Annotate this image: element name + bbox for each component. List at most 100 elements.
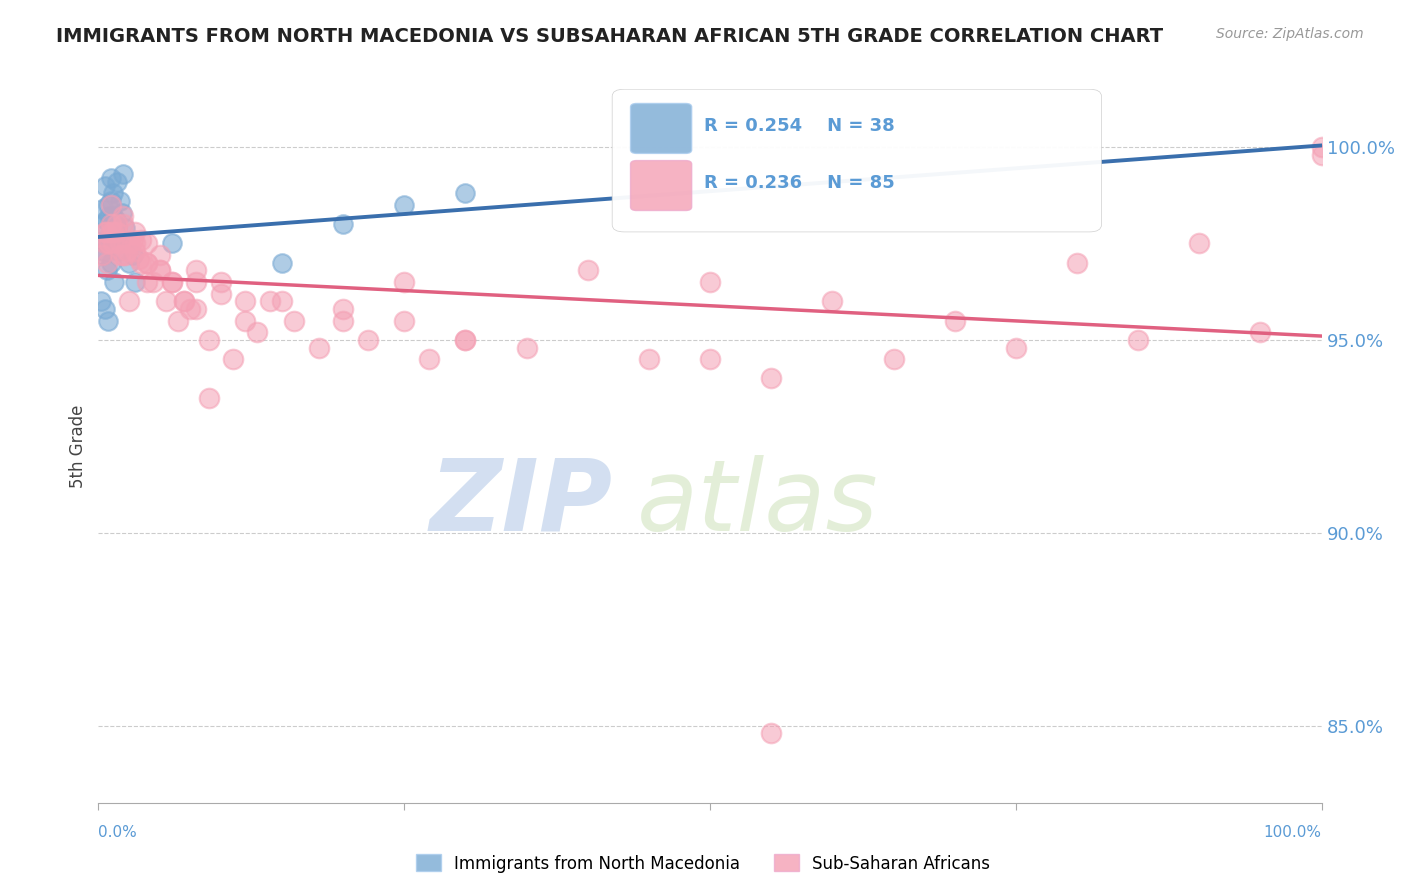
- Point: [259, 294, 281, 309]
- Point: [392, 313, 416, 327]
- Point: [1310, 148, 1333, 162]
- Point: [197, 391, 219, 405]
- Point: [97, 198, 120, 212]
- Point: [114, 248, 136, 262]
- Point: [136, 256, 159, 270]
- Point: [454, 186, 477, 201]
- Point: [167, 313, 190, 327]
- Point: [124, 275, 146, 289]
- Point: [699, 352, 721, 367]
- Point: [1250, 325, 1272, 339]
- Point: [155, 294, 177, 309]
- Point: [93, 178, 115, 193]
- Point: [186, 301, 208, 316]
- Point: [115, 244, 138, 259]
- Point: [96, 263, 118, 277]
- Point: [103, 275, 125, 289]
- Point: [91, 244, 114, 259]
- Point: [124, 236, 146, 251]
- Point: [392, 198, 416, 212]
- Point: [454, 333, 477, 347]
- Text: R = 0.236    N = 85: R = 0.236 N = 85: [704, 175, 894, 193]
- Point: [270, 256, 294, 270]
- Point: [160, 275, 183, 289]
- Point: [118, 294, 141, 309]
- Point: [637, 352, 661, 367]
- FancyBboxPatch shape: [630, 161, 692, 211]
- Point: [699, 275, 721, 289]
- Point: [94, 213, 117, 227]
- Point: [246, 325, 269, 339]
- Point: [209, 286, 232, 301]
- Point: [209, 275, 232, 289]
- Point: [136, 236, 159, 251]
- Point: [332, 217, 354, 231]
- Point: [111, 167, 134, 181]
- Point: [1310, 140, 1333, 154]
- Point: [129, 256, 152, 270]
- Point: [1004, 341, 1026, 355]
- Point: [91, 248, 114, 262]
- Point: [308, 341, 330, 355]
- Point: [576, 263, 599, 277]
- Text: IMMIGRANTS FROM NORTH MACEDONIA VS SUBSAHARAN AFRICAN 5TH GRADE CORRELATION CHAR: IMMIGRANTS FROM NORTH MACEDONIA VS SUBSA…: [56, 27, 1163, 45]
- Point: [332, 313, 354, 327]
- Point: [160, 275, 183, 289]
- Point: [186, 275, 208, 289]
- Point: [96, 256, 118, 270]
- Point: [91, 202, 114, 216]
- Point: [222, 352, 245, 367]
- Point: [761, 371, 783, 385]
- Point: [821, 294, 844, 309]
- Point: [100, 217, 122, 231]
- Point: [149, 248, 172, 262]
- Point: [943, 313, 966, 327]
- Point: [418, 352, 440, 367]
- Point: [100, 225, 122, 239]
- Point: [129, 233, 152, 247]
- Point: [142, 275, 165, 289]
- Point: [101, 210, 124, 224]
- Point: [108, 233, 131, 247]
- Text: ZIP: ZIP: [429, 455, 612, 551]
- Point: [111, 205, 134, 219]
- Text: Source: ZipAtlas.com: Source: ZipAtlas.com: [1216, 27, 1364, 41]
- Point: [270, 294, 294, 309]
- Point: [392, 275, 416, 289]
- Point: [97, 236, 120, 251]
- Point: [90, 294, 112, 309]
- Point: [1128, 333, 1150, 347]
- Point: [111, 248, 134, 262]
- Point: [110, 194, 132, 208]
- Point: [93, 225, 115, 239]
- Text: 100.0%: 100.0%: [1264, 825, 1322, 840]
- Point: [105, 217, 128, 231]
- Point: [128, 252, 150, 266]
- Point: [233, 313, 256, 327]
- Point: [91, 248, 114, 262]
- Point: [516, 341, 538, 355]
- Point: [197, 333, 219, 347]
- Point: [356, 333, 378, 347]
- Point: [160, 236, 183, 251]
- Point: [107, 244, 129, 259]
- Point: [110, 236, 132, 251]
- FancyBboxPatch shape: [630, 103, 692, 153]
- Point: [105, 221, 128, 235]
- Point: [124, 225, 146, 239]
- Point: [124, 244, 146, 259]
- Point: [104, 213, 127, 227]
- Point: [111, 210, 134, 224]
- Point: [105, 225, 128, 239]
- Point: [121, 233, 143, 247]
- Point: [121, 248, 143, 262]
- Text: 0.0%: 0.0%: [98, 825, 138, 840]
- Point: [283, 313, 305, 327]
- Point: [1188, 236, 1211, 251]
- Point: [94, 236, 117, 251]
- Point: [149, 263, 172, 277]
- Point: [100, 198, 122, 212]
- Point: [101, 236, 124, 251]
- Point: [98, 210, 121, 224]
- Point: [97, 313, 120, 327]
